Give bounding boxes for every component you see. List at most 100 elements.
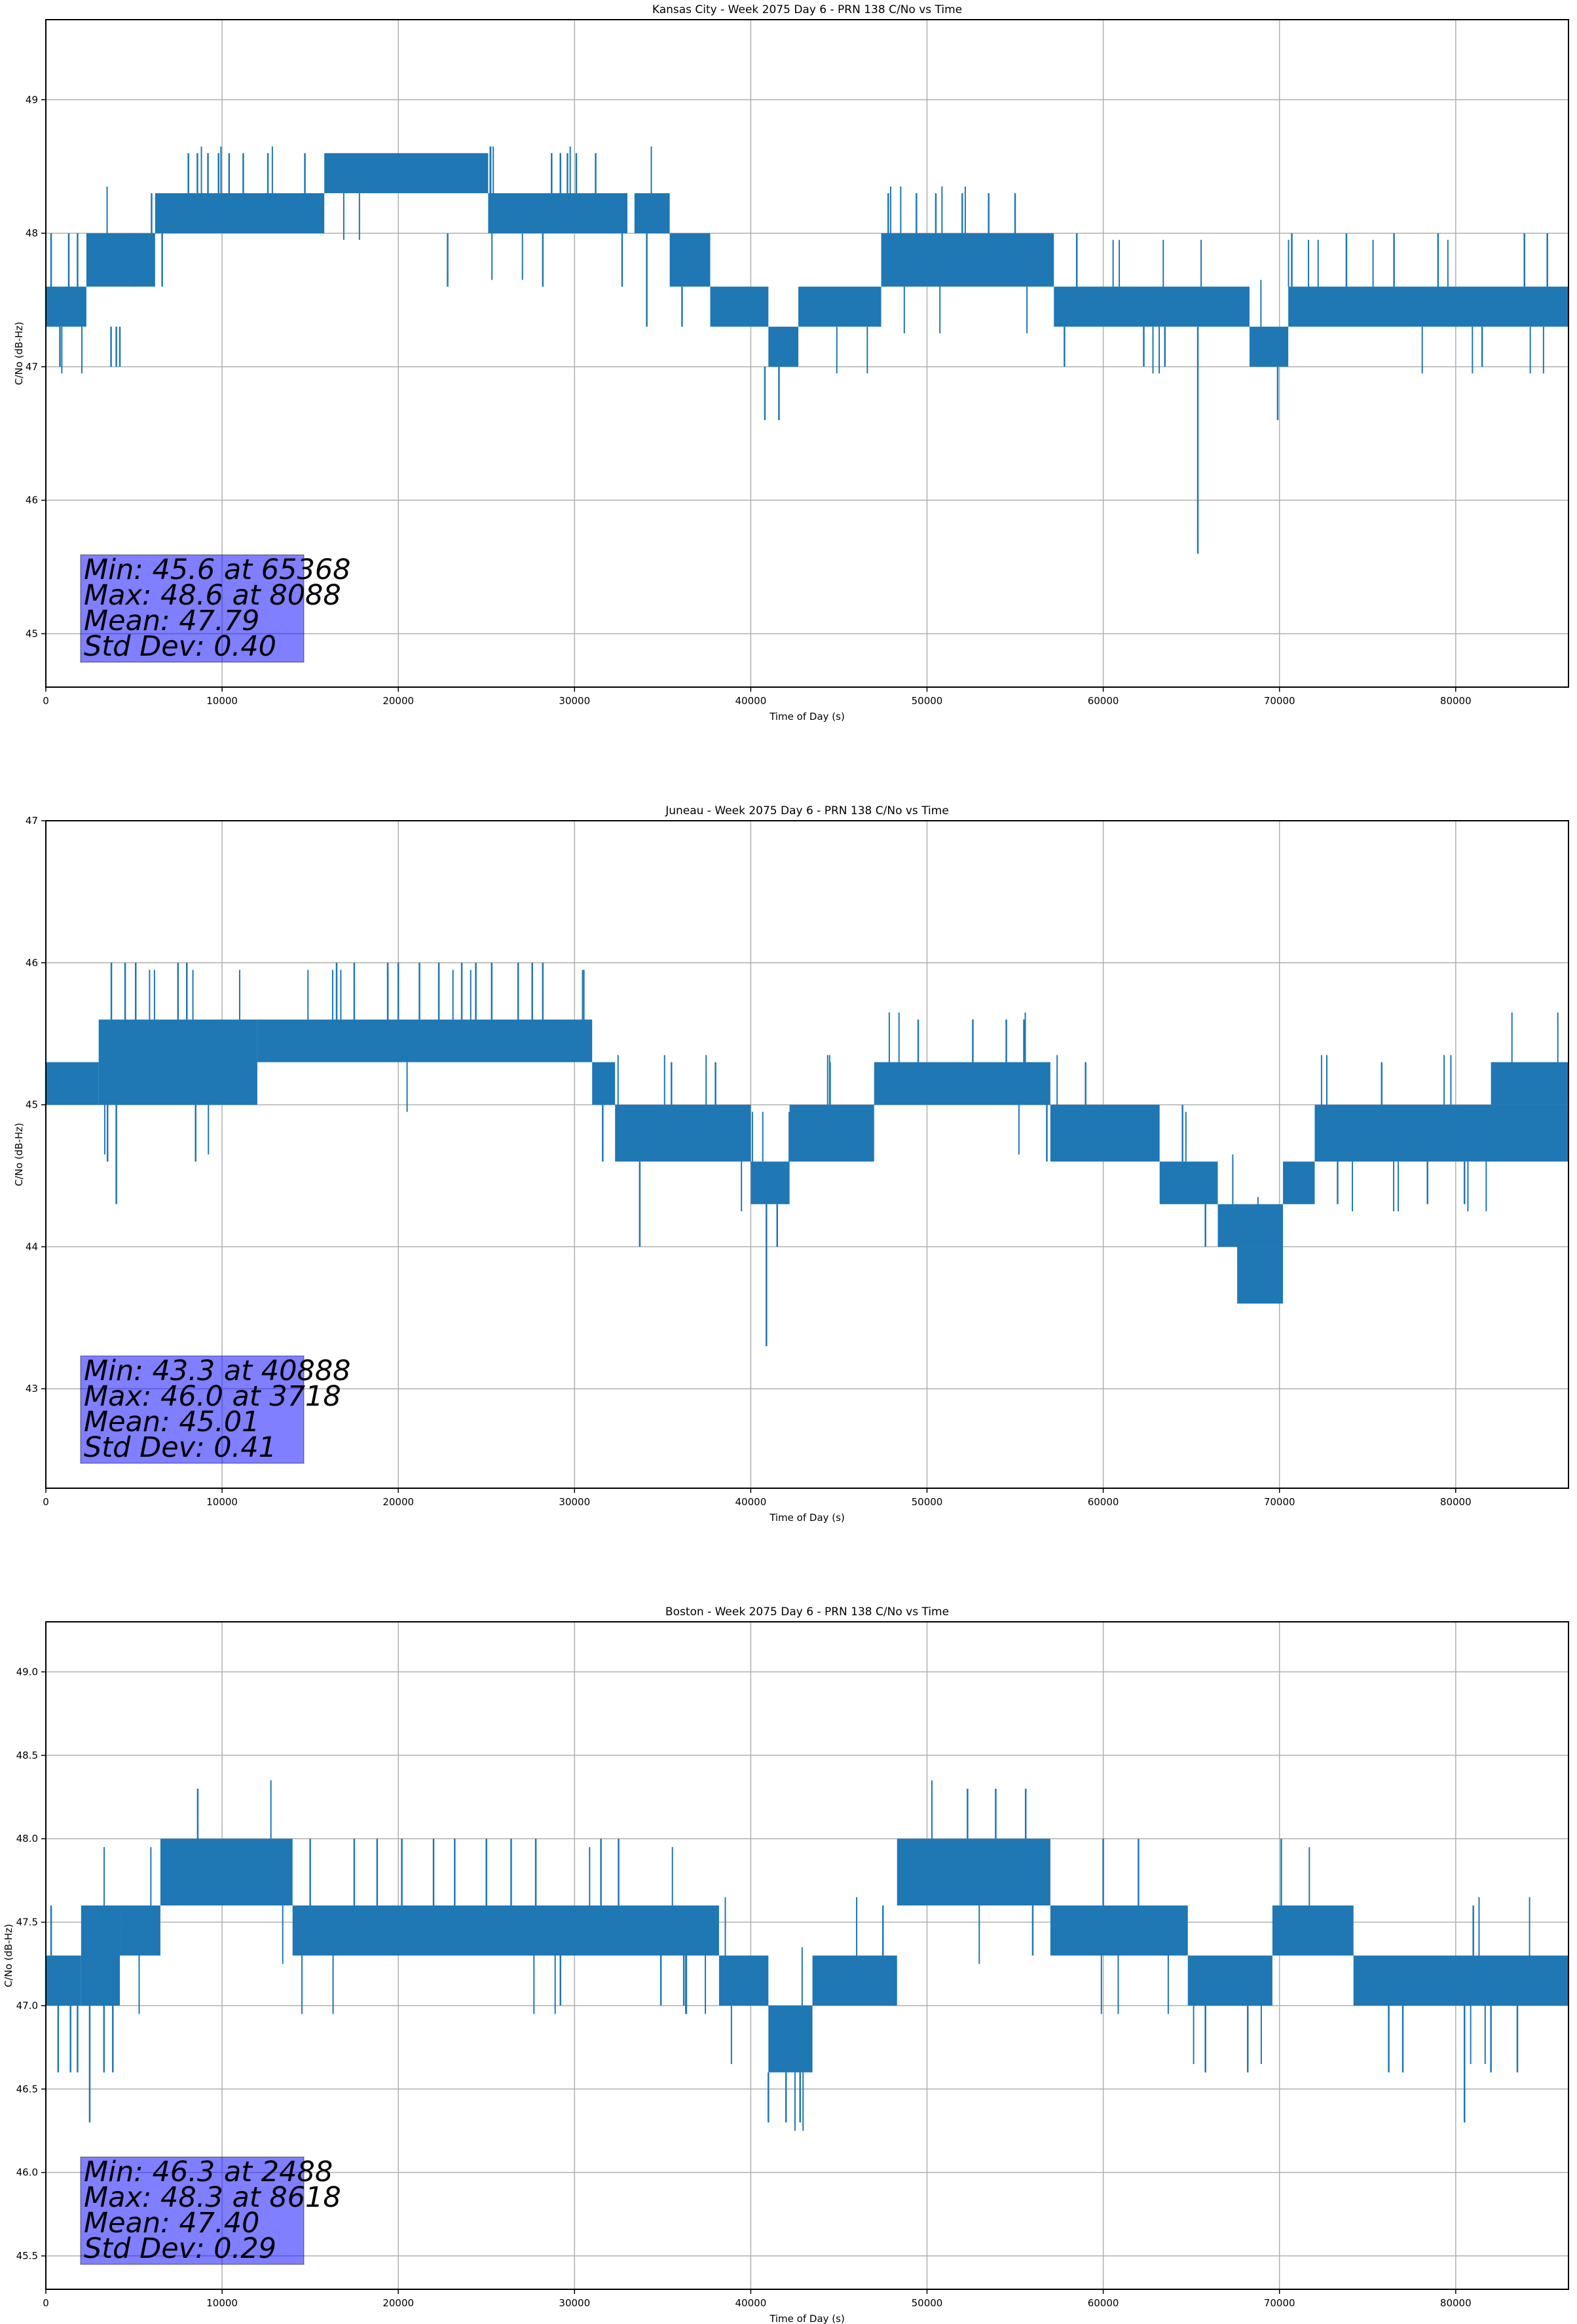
x-tick-label: 40000 xyxy=(735,1496,767,1508)
stats-max: Max: 48.3 at 8618 xyxy=(84,2181,341,2214)
data-band xyxy=(1314,1104,1568,1162)
data-band xyxy=(1237,1246,1284,1304)
data-band xyxy=(120,1905,160,1956)
stats-max: Max: 48.6 at 8088 xyxy=(84,579,341,612)
data-band xyxy=(98,1019,257,1105)
x-tick-label: 70000 xyxy=(1264,2297,1295,2309)
data-band xyxy=(798,286,881,327)
chart-title: Juneau - Week 2075 Day 6 - PRN 138 C/No … xyxy=(665,804,949,817)
data-band xyxy=(1272,1905,1354,1956)
data-band xyxy=(634,193,670,234)
chart-panel-0: 0 10000 20000 30000 40000 50000 60000 70000 8000… xyxy=(13,3,1569,722)
y-tick-label: 45 xyxy=(26,1099,38,1111)
data-band xyxy=(768,2005,813,2072)
axes-frame xyxy=(45,820,1569,1489)
data-band xyxy=(160,1839,293,1906)
y-tick-label: 47 xyxy=(26,815,38,827)
x-tick-label: 0 xyxy=(43,695,49,707)
data-band xyxy=(1187,1955,1272,2006)
y-tick-label: 48 xyxy=(26,227,38,239)
chart-panel-2: 0 10000 20000 30000 40000 50000 60000 70000 8000… xyxy=(3,1605,1569,2324)
data-band xyxy=(881,233,1054,287)
x-tick-label: 70000 xyxy=(1264,1496,1295,1508)
data-band xyxy=(257,1019,593,1062)
y-tick-label: 45.5 xyxy=(16,2250,38,2262)
axes-frame xyxy=(45,19,1569,688)
stats-box-background xyxy=(80,554,305,663)
chart-panel-1: 0 10000 20000 30000 40000 50000 60000 70000 8000… xyxy=(13,804,1569,1524)
stats-max: Max: 46.0 at 3718 xyxy=(84,1380,341,1413)
y-tick-label: 48.0 xyxy=(16,1833,38,1845)
stats-std: Std Dev: 0.29 xyxy=(84,2232,276,2265)
x-tick-label: 50000 xyxy=(912,2297,943,2309)
y-tick-label: 43 xyxy=(26,1383,38,1395)
data-band xyxy=(1353,1955,1568,2006)
x-axis-label: Time of Day (s) xyxy=(769,2313,845,2324)
x-tick-label: 60000 xyxy=(1088,2297,1119,2309)
y-tick-label: 49.0 xyxy=(16,1666,38,1677)
stats-mean: Mean: 45.01 xyxy=(84,1406,259,1438)
x-tick-label: 0 xyxy=(43,1496,49,1508)
data-band xyxy=(86,233,155,287)
x-tick-label: 10000 xyxy=(206,1496,238,1508)
y-tick-label: 48.5 xyxy=(16,1750,38,1761)
y-tick-label: 46 xyxy=(26,957,38,969)
x-tick-label: 70000 xyxy=(1264,695,1295,707)
data-band xyxy=(1491,1062,1568,1105)
data-band xyxy=(615,1104,751,1162)
chart-title: Boston - Week 2075 Day 6 - PRN 138 C/No … xyxy=(665,1605,949,1619)
stats-min: Min: 43.3 at 40888 xyxy=(84,1355,351,1387)
data-band xyxy=(897,1839,1050,1906)
data-band xyxy=(789,1104,874,1162)
data-band xyxy=(81,1905,121,2006)
axes-frame xyxy=(45,1621,1569,2290)
x-axis-label: Time of Day (s) xyxy=(769,1512,845,1524)
x-tick-label: 30000 xyxy=(559,1496,590,1508)
stats-mean: Mean: 47.79 xyxy=(84,605,259,637)
y-tick-label: 49 xyxy=(26,94,38,105)
data-band xyxy=(155,193,325,234)
data-band xyxy=(592,1062,616,1105)
data-band xyxy=(1217,1204,1284,1247)
stats-min: Min: 45.6 at 65368 xyxy=(84,553,351,586)
stats-box-background xyxy=(80,1355,305,1464)
stats-mean: Mean: 47.40 xyxy=(84,2207,259,2240)
y-tick-label: 47.5 xyxy=(16,1917,38,1928)
data-band xyxy=(324,153,489,193)
x-tick-label: 40000 xyxy=(735,695,767,707)
data-series xyxy=(46,962,1568,1347)
data-series xyxy=(46,1780,1568,2131)
x-tick-label: 0 xyxy=(43,2297,49,2309)
data-band xyxy=(751,1161,790,1205)
y-tick-label: 47.0 xyxy=(16,2000,38,2012)
x-axis-label: Time of Day (s) xyxy=(769,711,845,722)
x-tick-label: 40000 xyxy=(735,2297,767,2309)
y-axis-label: C/No (dB-Hz) xyxy=(3,1924,14,1987)
x-tick-label: 50000 xyxy=(912,695,943,707)
y-tick-label: 47 xyxy=(26,361,38,373)
y-axis-label: C/No (dB-Hz) xyxy=(13,1123,25,1186)
chart-title: Kansas City - Week 2075 Day 6 - PRN 138 … xyxy=(652,3,962,16)
data-band xyxy=(710,286,769,327)
x-tick-label: 20000 xyxy=(382,695,414,707)
x-tick-label: 60000 xyxy=(1088,1496,1119,1508)
stats-min: Min: 46.3 at 2488 xyxy=(84,2156,333,2188)
data-band xyxy=(768,326,799,367)
data-band xyxy=(292,1905,719,1956)
data-band xyxy=(46,1062,99,1105)
data-band xyxy=(1050,1104,1160,1162)
data-series xyxy=(46,146,1568,554)
stats-std: Std Dev: 0.41 xyxy=(84,1431,276,1464)
x-tick-label: 60000 xyxy=(1088,695,1119,707)
data-band xyxy=(46,286,86,327)
y-tick-label: 46.0 xyxy=(16,2167,38,2179)
data-band xyxy=(488,193,628,234)
y-tick-label: 46 xyxy=(26,495,38,506)
data-band xyxy=(669,233,711,287)
data-band xyxy=(718,1955,769,2006)
data-band xyxy=(46,1955,81,2006)
